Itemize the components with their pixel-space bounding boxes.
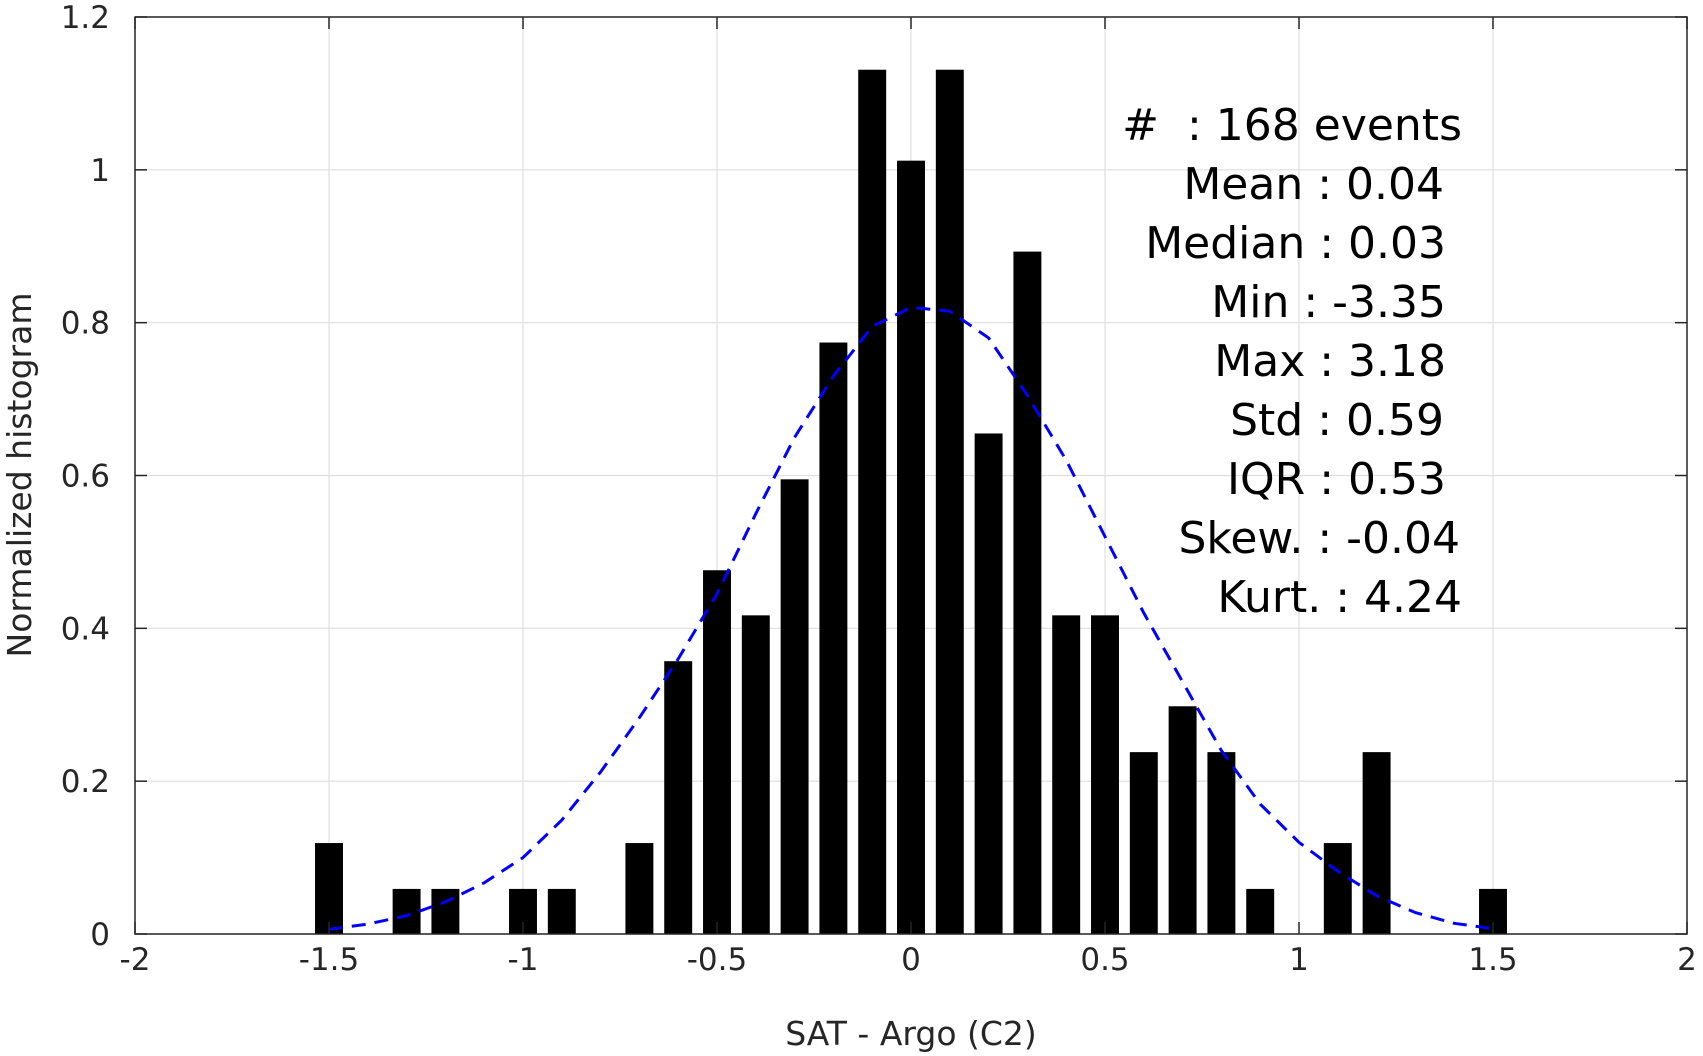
x-tick-label: -0.5 xyxy=(687,942,748,978)
histogram-bar xyxy=(664,661,693,934)
stat-line: IQR : 0.53 xyxy=(1227,454,1446,505)
histogram-bar xyxy=(1207,752,1236,934)
histogram-bar xyxy=(1168,706,1197,934)
y-tick-labels: 0 0.2 0.4 0.6 0.8 1 1.2 xyxy=(61,0,110,953)
histogram-bar xyxy=(1013,251,1042,934)
y-tick-label: 0.6 xyxy=(61,459,110,495)
histogram-bar xyxy=(741,615,770,934)
stat-line: Median : 0.03 xyxy=(1145,218,1446,269)
histogram-bar xyxy=(935,69,964,935)
x-tick-label: -1 xyxy=(508,942,539,978)
x-axis-label: SAT - Argo (C2) xyxy=(785,1014,1037,1053)
histogram-bar xyxy=(547,888,576,934)
histogram-bar xyxy=(431,888,460,934)
y-tick-label: 0.4 xyxy=(61,611,110,647)
y-tick-label: 0.8 xyxy=(61,306,110,342)
histogram-bar xyxy=(1091,615,1119,934)
stat-line: Std : 0.59 xyxy=(1230,395,1444,446)
histogram-bars xyxy=(315,69,1507,935)
histogram-bar xyxy=(315,843,343,934)
histogram-bar xyxy=(1052,615,1081,934)
histogram-bar xyxy=(897,160,925,934)
histogram-bar xyxy=(1323,843,1352,934)
y-tick-label: 1.2 xyxy=(61,0,110,36)
y-tick-label: 0.2 xyxy=(61,764,110,800)
histogram-bar xyxy=(858,69,887,935)
x-tick-labels: -2 -1.5 -1 -0.5 0 0.5 1 1.5 2 xyxy=(120,942,1697,978)
x-tick-label: 1 xyxy=(1289,942,1309,978)
stat-line: # : 168 events xyxy=(1122,100,1462,151)
y-tick-label: 0 xyxy=(90,917,110,953)
y-axis-label: Normalized histogram xyxy=(0,293,39,658)
histogram-bar xyxy=(392,888,421,934)
normal-fit-curve xyxy=(328,305,1494,931)
y-tick-label: 1 xyxy=(90,153,110,189)
axis-ticks xyxy=(134,16,1688,935)
histogram-bar xyxy=(625,843,654,934)
histogram-bar xyxy=(974,433,1003,934)
x-tick-label: 2 xyxy=(1677,942,1697,978)
stat-line: Kurt. : 4.24 xyxy=(1217,572,1462,623)
histogram-bar xyxy=(1362,752,1391,934)
stat-line: Min : -3.35 xyxy=(1211,277,1446,328)
x-tick-label: 0.5 xyxy=(1080,942,1129,978)
histogram-bar xyxy=(819,342,848,934)
histogram-bar xyxy=(1129,752,1158,934)
histogram-bar xyxy=(1246,888,1275,934)
x-tick-label: 1.5 xyxy=(1468,942,1517,978)
stat-line: Mean : 0.04 xyxy=(1183,159,1444,210)
x-tick-label: -1.5 xyxy=(299,942,360,978)
histogram-bar xyxy=(780,479,809,934)
x-tick-label: -2 xyxy=(120,942,151,978)
x-tick-label: 0 xyxy=(901,942,921,978)
statistics-annotation: # : 168 events Mean : 0.04 Median : 0.03 Mi… xyxy=(1122,100,1462,623)
histogram-bar xyxy=(703,570,731,934)
stat-line: Max : 3.18 xyxy=(1214,336,1446,387)
stat-line: Skew. : -0.04 xyxy=(1179,513,1461,564)
